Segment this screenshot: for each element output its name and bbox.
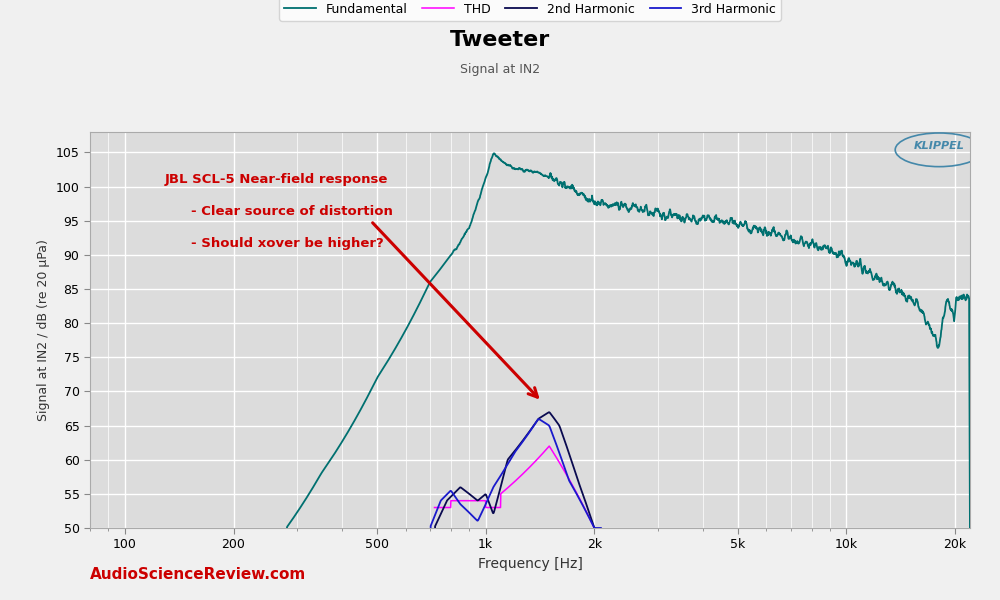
2nd Harmonic: [506, 451, 518, 458]
Text: AudioScienceReview.com: AudioScienceReview.com: [90, 567, 306, 582]
THD: [493, 504, 505, 511]
3rd Harmonic: [507, 452, 519, 460]
X-axis label: Frequency [Hz]: Frequency [Hz]: [478, 557, 582, 571]
THD: [445, 497, 457, 504]
Fundamental: [691, 220, 703, 227]
2nd Harmonic: [475, 494, 487, 502]
2nd Harmonic: [555, 427, 567, 434]
3rd Harmonic: [569, 487, 581, 494]
2nd Harmonic: [463, 490, 475, 497]
2nd Harmonic: [444, 494, 456, 501]
Fundamental: [451, 243, 463, 250]
3rd Harmonic: [460, 506, 472, 513]
THD: [543, 442, 555, 449]
Text: Tweeter: Tweeter: [450, 30, 550, 50]
Text: JBL SCL-5 Near-field response: JBL SCL-5 Near-field response: [165, 173, 388, 187]
Fundamental: [443, 253, 455, 260]
Legend: Fundamental, THD, 2nd Harmonic, 3rd Harmonic: Fundamental, THD, 2nd Harmonic, 3rd Harm…: [279, 0, 781, 20]
Text: KLIPPEL: KLIPPEL: [914, 141, 965, 151]
Fundamental: [413, 301, 425, 308]
THD: [498, 487, 510, 494]
3rd Harmonic: [533, 415, 545, 422]
Y-axis label: Signal at IN2 / dB (re 20 µPa): Signal at IN2 / dB (re 20 µPa): [37, 239, 50, 421]
Text: Signal at IN2: Signal at IN2: [460, 63, 540, 76]
2nd Harmonic: [543, 409, 555, 416]
Fundamental: [488, 150, 500, 157]
Text: - Clear source of distortion: - Clear source of distortion: [191, 205, 393, 218]
Fundamental: [278, 531, 290, 538]
3rd Harmonic: [486, 487, 498, 494]
Line: THD: THD: [434, 446, 594, 527]
THD: [579, 506, 591, 513]
THD: [452, 497, 464, 504]
THD: [544, 444, 556, 451]
2nd Harmonic: [466, 493, 478, 500]
Fundamental: [619, 200, 631, 208]
Line: 3rd Harmonic: 3rd Harmonic: [430, 419, 602, 600]
Line: Fundamental: Fundamental: [284, 154, 970, 542]
Line: 2nd Harmonic: 2nd Harmonic: [434, 412, 602, 600]
THD: [588, 524, 600, 531]
3rd Harmonic: [535, 417, 547, 424]
Fundamental: [964, 539, 976, 546]
Fundamental: [477, 184, 489, 191]
Text: - Should xover be higher?: - Should xover be higher?: [191, 237, 384, 250]
3rd Harmonic: [446, 488, 458, 495]
THD: [428, 504, 440, 511]
